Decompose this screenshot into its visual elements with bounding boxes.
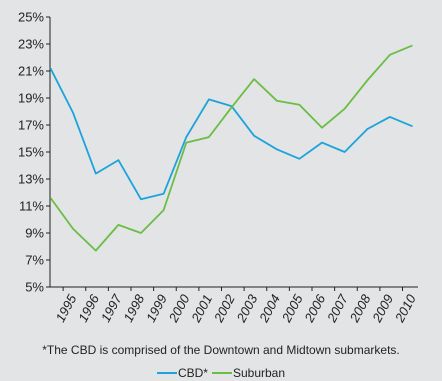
y-tick-label: 13% — [18, 172, 44, 187]
x-tick-label: 2009 — [369, 292, 396, 325]
y-tick-label: 23% — [18, 37, 44, 52]
x-axis-ticks: 1995199619971998199920002001200220032004… — [53, 287, 419, 325]
x-tick-label: 2008 — [346, 291, 374, 325]
legend-item-suburban: Suburban — [211, 366, 286, 380]
x-tick-label: 1998 — [120, 291, 147, 324]
x-tick-label: 2004 — [256, 292, 283, 325]
x-tick-label: 2001 — [188, 292, 215, 325]
y-tick-label: 25% — [18, 10, 44, 25]
series-lines — [49, 44, 413, 252]
x-tick-label: 2002 — [210, 291, 238, 325]
y-tick-label: 15% — [18, 145, 44, 160]
chart-legend: CBD* Suburban — [0, 366, 442, 380]
legend-item-cbd: CBD* — [156, 366, 208, 380]
x-tick-label: 1999 — [143, 292, 170, 325]
x-tick-label: 1997 — [98, 291, 125, 324]
x-tick-label: 2007 — [324, 291, 352, 325]
series-line-suburban — [49, 44, 413, 252]
y-tick-label: 7% — [25, 253, 44, 268]
legend-swatch-suburban — [211, 372, 232, 374]
x-tick-label: 2000 — [165, 291, 193, 325]
legend-swatch-cbd — [156, 372, 177, 374]
x-tick-label: 2005 — [278, 291, 306, 325]
series-line-cbd — [49, 67, 413, 201]
y-tick-label: 19% — [18, 91, 44, 106]
line-chart: 5%7%9%11%13%15%17%19%21%23%25% 199519961… — [18, 10, 419, 326]
y-tick-label: 11% — [19, 199, 44, 214]
y-tick-label: 9% — [25, 226, 44, 241]
y-axis-ticks: 5% 7% 9% 11% 13% 15% 17% 19% 21% 23% 25% — [18, 10, 50, 295]
x-tick-label: 2003 — [233, 291, 261, 325]
y-tick-label: 17% — [18, 118, 44, 133]
y-tick-label: 21% — [18, 64, 44, 79]
legend-label-cbd: CBD* — [177, 366, 208, 380]
x-tick-label: 1995 — [53, 291, 80, 324]
chart-footnote: *The CBD is comprised of the Downtown an… — [42, 343, 400, 357]
x-tick-label: 2006 — [301, 291, 329, 325]
y-tick-label: 5% — [25, 280, 44, 295]
legend-label-suburban: Suburban — [232, 366, 286, 380]
x-tick-label: 2010 — [391, 291, 419, 325]
x-tick-label: 1996 — [75, 291, 102, 324]
